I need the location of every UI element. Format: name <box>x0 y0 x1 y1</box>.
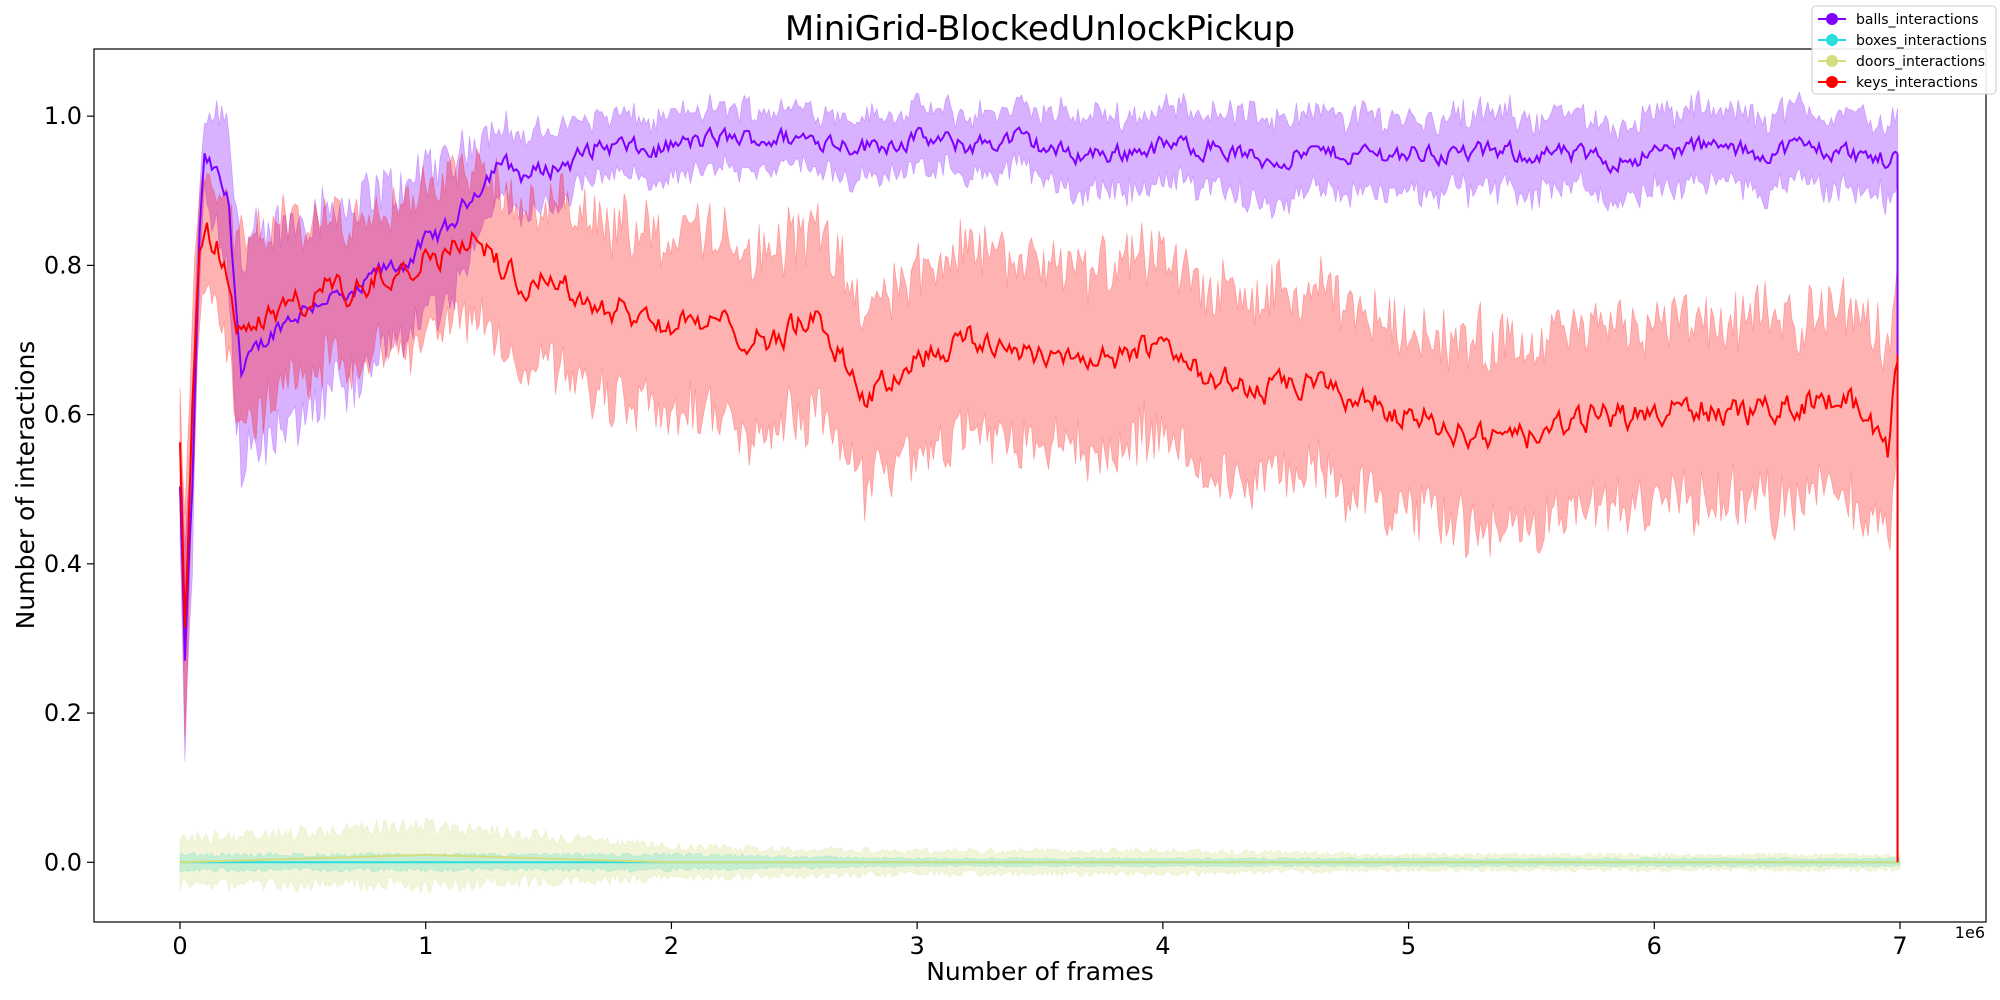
x-tick-label: 0 <box>172 932 187 960</box>
y-tick-label: 1.0 <box>44 102 82 130</box>
confidence-band-doors_interactions <box>179 816 1901 895</box>
x-tick-label: 1 <box>418 932 433 960</box>
legend-marker <box>1826 13 1838 25</box>
x-tick-label: 4 <box>1155 932 1170 960</box>
legend-entry-label: keys_interactions <box>1856 75 1978 91</box>
chart-title: MiniGrid-BlockedUnlockPickup <box>785 9 1295 49</box>
legend-box <box>1811 5 1997 95</box>
plot-frame <box>93 48 1987 923</box>
plot-area <box>93 48 1987 923</box>
legend-marker <box>1826 76 1838 88</box>
legend-marker <box>1826 55 1838 67</box>
x-tick-label: 3 <box>910 932 925 960</box>
x-axis-offset-label: 1e6 <box>1955 923 1985 942</box>
series-line-balls_interactions <box>179 125 1899 661</box>
series-lines <box>179 125 1900 864</box>
confidence-bands <box>179 88 1901 895</box>
plot-background <box>94 49 1986 922</box>
y-axis: 0.0 0.2 0.4 0.6 0.8 1.0 <box>44 102 94 876</box>
x-tick-label: 7 <box>1892 932 1907 960</box>
y-tick-label: 0.0 <box>44 848 82 876</box>
legend-marker <box>1826 34 1838 46</box>
x-tick-label: 5 <box>1401 932 1416 960</box>
y-tick-label: 0.8 <box>44 251 82 279</box>
legend-entry-label: balls_interactions <box>1856 12 1979 28</box>
legend: balls_interactions boxes_interactionsdoor… <box>1811 5 1997 95</box>
y-tick-label: 0.2 <box>44 699 82 727</box>
legend-entry-label: boxes_interactions <box>1856 33 1987 49</box>
y-tick-label: 0.4 <box>44 550 82 578</box>
x-axis: 0 1 2 3 4 5 6 7 <box>172 922 1908 960</box>
series-line-doors_interactions <box>179 853 1900 864</box>
y-tick-label: 0.6 <box>44 401 82 429</box>
x-tick-label: 6 <box>1647 932 1662 960</box>
y-axis-label: Number of interactions <box>11 341 40 630</box>
legend-entry-label: doors_interactions <box>1856 54 1985 70</box>
series-line-keys_interactions <box>179 222 1899 628</box>
x-tick-label: 2 <box>664 932 679 960</box>
x-axis-label: Number of frames <box>926 957 1154 986</box>
